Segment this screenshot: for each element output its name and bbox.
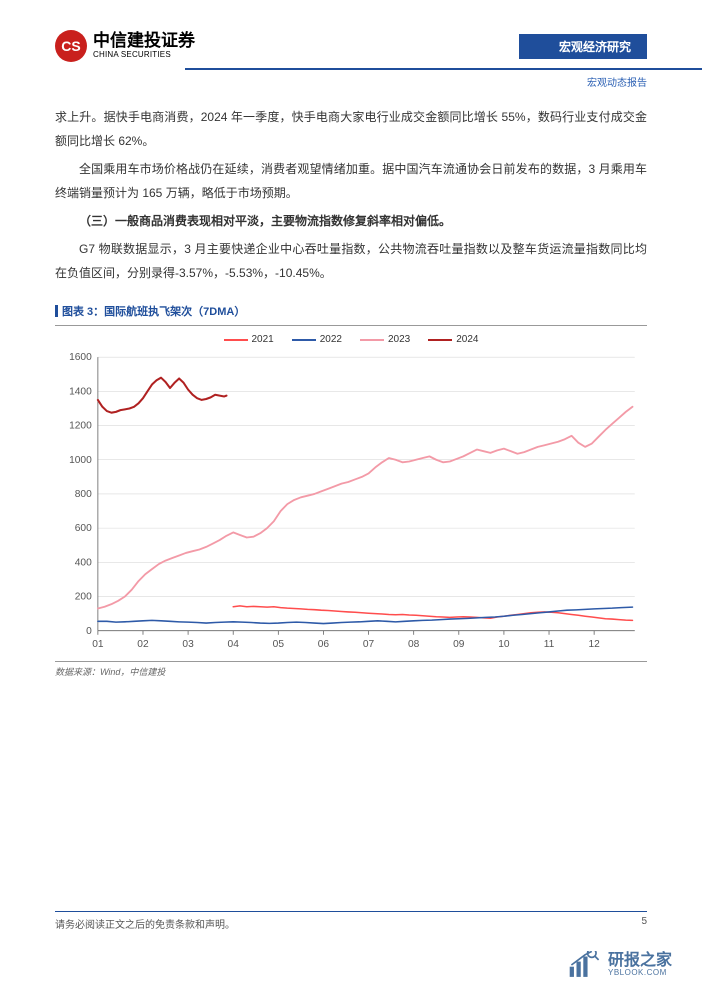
legend-swatch (292, 339, 316, 341)
chart-source: 数据来源：Wind，中信建投 (55, 665, 647, 678)
body-content: 求上升。据快手电商消费，2024 年一季度，快手电商大家电行业成交金额同比增长 … (55, 105, 647, 285)
svg-text:0: 0 (86, 626, 92, 637)
legend-swatch (360, 339, 384, 341)
legend-label: 2024 (456, 334, 478, 345)
svg-text:1600: 1600 (69, 352, 92, 363)
legend-label: 2021 (252, 334, 274, 345)
watermark-en: YBLOOK.COM (608, 969, 672, 978)
svg-text:05: 05 (273, 639, 285, 650)
svg-text:400: 400 (75, 557, 92, 568)
legend-label: 2023 (388, 334, 410, 345)
watermark: 研报之家 YBLOOK.COM (568, 951, 672, 979)
svg-text:01: 01 (92, 639, 104, 650)
svg-text:04: 04 (228, 639, 240, 650)
watermark-icon (568, 951, 602, 979)
svg-text:200: 200 (75, 592, 92, 603)
logo-en-text: CHINA SECURITIES (93, 51, 195, 60)
legend-item: 2022 (292, 334, 342, 345)
legend-item: 2024 (428, 334, 478, 345)
footer-page-number: 5 (641, 916, 647, 931)
chart-svg: 0 200 400 600 800 1000 1200 1400 1600 01 02 03 04 05 0… (55, 349, 647, 655)
paragraph-2: 全国乘用车市场价格战仍在延续，消费者观望情绪加重。据中国汽车流通协会日前发布的数… (55, 157, 647, 205)
svg-text:10: 10 (498, 639, 510, 650)
page-footer: 请务必阅读正文之后的免责条款和声明。 5 (55, 911, 647, 931)
chart-3-block: 图表 3：国际航班执飞架次（7DMA） 2021202220232024 020… (55, 303, 647, 678)
legend-swatch (428, 339, 452, 341)
svg-text:1400: 1400 (69, 386, 92, 397)
svg-text:600: 600 (75, 523, 92, 534)
svg-text:08: 08 (408, 639, 420, 650)
header-rule (185, 68, 702, 70)
svg-text:12: 12 (588, 639, 600, 650)
legend-item: 2021 (224, 334, 274, 345)
svg-text:1000: 1000 (69, 455, 92, 466)
chart-legend: 2021 2022 2023 2024 (55, 334, 647, 345)
svg-text:11: 11 (544, 639, 555, 650)
logo-cn-text: 中信建投证券 (93, 32, 195, 51)
svg-text:09: 09 (453, 639, 465, 650)
svg-text:07: 07 (363, 639, 375, 650)
watermark-cn: 研报之家 (608, 952, 672, 970)
logo-mark: CS (55, 30, 87, 62)
page-header: CS 中信建投证券 CHINA SECURITIES 宏观经济研究 (55, 30, 647, 62)
report-category: 宏观经济研究 (519, 34, 647, 59)
svg-text:02: 02 (137, 639, 149, 650)
svg-text:06: 06 (318, 639, 330, 650)
report-subcategory: 宏观动态报告 (55, 74, 647, 89)
legend-label: 2022 (320, 334, 342, 345)
footer-disclaimer: 请务必阅读正文之后的免责条款和声明。 (55, 916, 235, 931)
svg-text:1200: 1200 (69, 421, 92, 432)
chart-container: 2021 2022 2023 2024 0 200 400 600 800 1000 1200 14… (55, 325, 647, 662)
svg-text:03: 03 (182, 639, 194, 650)
legend-item: 2023 (360, 334, 410, 345)
chart-title-accent (55, 305, 58, 317)
legend-swatch (224, 339, 248, 341)
chart-title: 图表 3：国际航班执飞架次（7DMA） (62, 303, 245, 319)
section-heading-3: （三）一般商品消费表现相对平淡，主要物流指数修复斜率相对偏低。 (55, 209, 647, 233)
svg-text:800: 800 (75, 489, 92, 500)
company-logo: CS 中信建投证券 CHINA SECURITIES (55, 30, 195, 62)
paragraph-4: G7 物联数据显示，3 月主要快递企业中心吞吐量指数，公共物流吞吐量指数以及整车… (55, 237, 647, 285)
paragraph-1: 求上升。据快手电商消费，2024 年一季度，快手电商大家电行业成交金额同比增长 … (55, 105, 647, 153)
